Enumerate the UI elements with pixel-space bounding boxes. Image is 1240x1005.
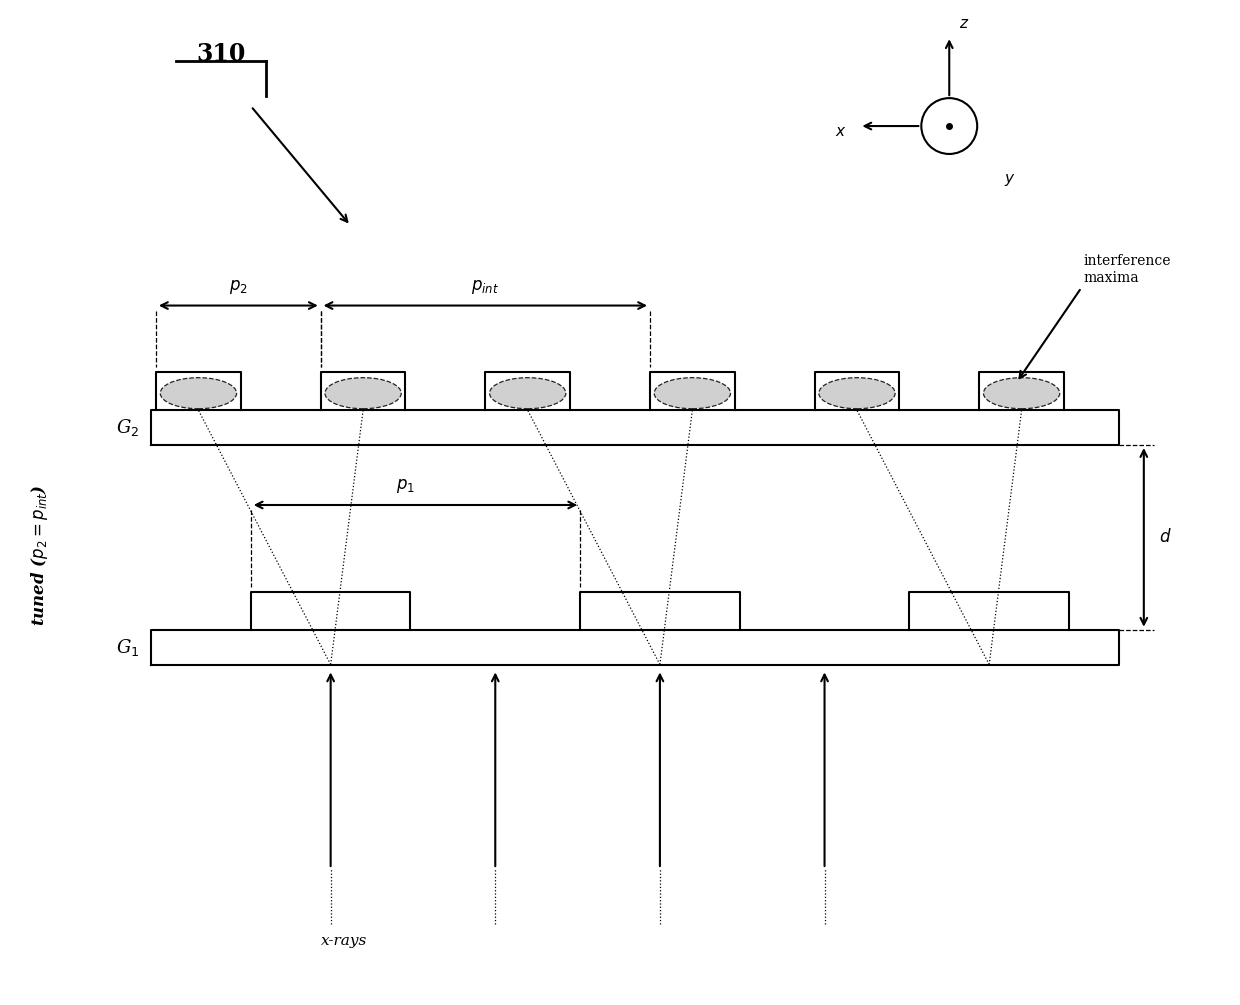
Ellipse shape	[325, 378, 402, 409]
Text: $d$: $d$	[1159, 529, 1172, 547]
Ellipse shape	[818, 378, 895, 409]
Text: tuned ($p_2 = p_{int}$): tuned ($p_2 = p_{int}$)	[29, 484, 50, 626]
Ellipse shape	[160, 378, 237, 409]
Text: interference
maxima: interference maxima	[1084, 254, 1171, 284]
Text: $p_2$: $p_2$	[229, 277, 248, 295]
Text: $p_{int}$: $p_{int}$	[471, 277, 500, 295]
Text: G$_1$: G$_1$	[115, 636, 139, 657]
Ellipse shape	[983, 378, 1060, 409]
Text: x: x	[836, 124, 844, 139]
Text: G$_2$: G$_2$	[115, 417, 139, 438]
Text: y: y	[1004, 171, 1013, 186]
Text: x-rays: x-rays	[321, 934, 367, 948]
Text: 310: 310	[196, 42, 246, 66]
Ellipse shape	[490, 378, 565, 409]
Ellipse shape	[655, 378, 730, 409]
Text: $p_1$: $p_1$	[396, 477, 415, 495]
Text: z: z	[960, 16, 967, 31]
